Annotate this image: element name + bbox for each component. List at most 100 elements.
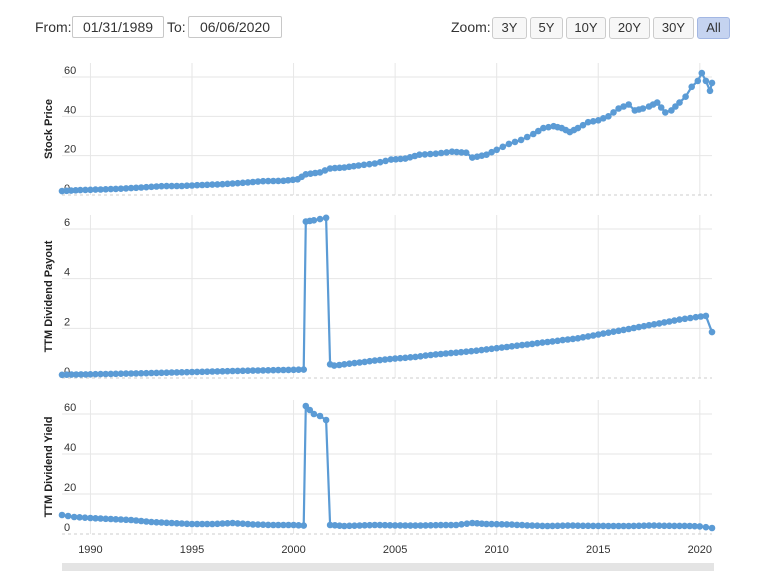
data-point[interactable] — [412, 522, 419, 529]
data-point[interactable] — [153, 183, 160, 190]
data-point[interactable] — [540, 124, 547, 132]
data-point[interactable] — [402, 354, 409, 362]
data-point[interactable] — [336, 164, 343, 172]
data-point[interactable] — [610, 522, 617, 530]
data-point[interactable] — [239, 179, 247, 187]
data-point[interactable] — [635, 522, 643, 530]
data-point[interactable] — [574, 335, 582, 342]
data-point[interactable] — [356, 522, 363, 529]
data-point[interactable] — [463, 520, 471, 527]
zoom-20y-button[interactable]: 20Y — [609, 17, 650, 39]
data-point[interactable] — [554, 522, 561, 530]
data-point[interactable] — [584, 333, 592, 340]
data-point[interactable] — [290, 521, 297, 529]
data-point[interactable] — [382, 157, 389, 165]
data-point[interactable] — [224, 180, 231, 188]
data-point[interactable] — [229, 519, 236, 527]
data-point[interactable] — [81, 514, 89, 521]
data-point[interactable] — [412, 353, 419, 361]
data-point[interactable] — [427, 351, 435, 359]
data-point[interactable] — [462, 149, 470, 156]
data-point[interactable] — [371, 521, 379, 529]
data-point[interactable] — [442, 350, 450, 357]
data-point[interactable] — [366, 160, 373, 168]
data-point[interactable] — [107, 185, 115, 193]
data-point[interactable] — [708, 524, 716, 532]
data-point[interactable] — [653, 99, 661, 106]
data-point[interactable] — [92, 370, 99, 378]
data-point[interactable] — [270, 177, 277, 185]
data-point[interactable] — [386, 355, 394, 363]
data-point[interactable] — [249, 178, 257, 186]
data-point[interactable] — [691, 522, 698, 530]
data-point[interactable] — [625, 522, 632, 530]
data-point[interactable] — [203, 181, 211, 189]
data-point[interactable] — [407, 354, 414, 361]
data-point[interactable] — [488, 148, 495, 156]
data-point[interactable] — [672, 103, 679, 110]
data-point[interactable] — [655, 522, 663, 529]
data-point[interactable] — [148, 183, 155, 191]
data-point[interactable] — [493, 146, 501, 154]
data-point[interactable] — [687, 314, 694, 322]
from-date-input[interactable] — [72, 16, 164, 38]
data-point[interactable] — [610, 328, 617, 336]
data-point[interactable] — [662, 109, 669, 116]
data-point[interactable] — [600, 330, 607, 337]
data-point[interactable] — [259, 521, 267, 528]
data-point[interactable] — [518, 521, 526, 529]
data-point[interactable] — [168, 519, 175, 527]
data-point[interactable] — [183, 368, 191, 376]
data-point[interactable] — [275, 366, 282, 374]
data-point[interactable] — [310, 217, 318, 224]
data-point[interactable] — [330, 362, 338, 369]
data-point[interactable] — [137, 184, 145, 191]
data-point[interactable] — [153, 519, 160, 526]
data-point[interactable] — [219, 368, 226, 375]
data-point[interactable] — [198, 181, 206, 189]
data-point[interactable] — [692, 313, 700, 321]
data-point[interactable] — [122, 185, 130, 192]
data-point[interactable] — [234, 520, 241, 527]
data-point[interactable] — [661, 319, 668, 326]
data-point[interactable] — [224, 367, 231, 375]
zoom-all-button[interactable]: All — [697, 17, 730, 39]
data-point[interactable] — [478, 346, 485, 354]
data-point[interactable] — [640, 522, 648, 529]
data-point[interactable] — [530, 130, 537, 138]
data-point[interactable] — [505, 140, 513, 148]
data-point[interactable] — [458, 521, 465, 528]
data-point[interactable] — [579, 334, 587, 341]
data-point[interactable] — [244, 367, 252, 375]
data-point[interactable] — [112, 185, 120, 193]
data-point[interactable] — [605, 113, 612, 120]
data-point[interactable] — [544, 522, 551, 530]
data-point[interactable] — [117, 370, 125, 378]
data-point[interactable] — [132, 517, 140, 524]
data-point[interactable] — [360, 161, 368, 169]
data-point[interactable] — [523, 341, 531, 348]
navigator-scrollbar[interactable] — [62, 563, 714, 571]
data-point[interactable] — [376, 356, 384, 364]
data-point[interactable] — [326, 521, 334, 529]
data-point[interactable] — [518, 341, 526, 349]
data-point[interactable] — [68, 371, 75, 378]
data-point[interactable] — [589, 118, 597, 125]
data-point[interactable] — [209, 181, 216, 188]
data-point[interactable] — [326, 165, 334, 172]
data-point[interactable] — [503, 343, 511, 351]
data-point[interactable] — [58, 371, 66, 379]
data-point[interactable] — [569, 335, 577, 343]
data-point[interactable] — [355, 162, 362, 169]
data-point[interactable] — [447, 521, 455, 529]
data-point[interactable] — [163, 182, 170, 190]
data-point[interactable] — [92, 515, 99, 522]
data-point[interactable] — [387, 156, 395, 163]
data-point[interactable] — [168, 369, 175, 376]
data-point[interactable] — [708, 79, 716, 87]
data-point[interactable] — [620, 326, 627, 334]
data-point[interactable] — [671, 522, 678, 530]
data-point[interactable] — [148, 369, 155, 377]
data-point[interactable] — [153, 369, 160, 377]
data-point[interactable] — [696, 523, 704, 530]
